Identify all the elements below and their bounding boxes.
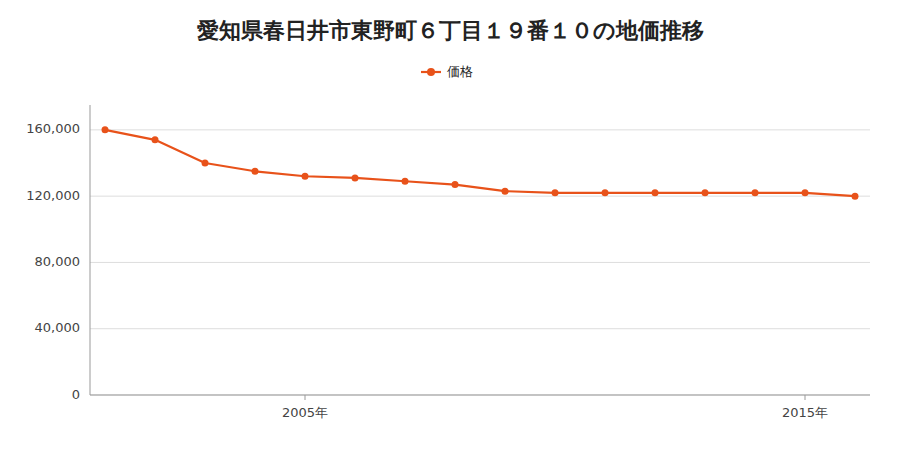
legend: 価格 — [421, 64, 473, 79]
point — [402, 178, 409, 185]
legend-marker — [427, 68, 435, 76]
y-tick-label: 40,000 — [35, 320, 81, 335]
y-tick-label: 160,000 — [26, 121, 80, 136]
point — [102, 126, 109, 133]
point — [502, 188, 509, 195]
grid-line — [90, 196, 870, 197]
grid-line — [90, 328, 870, 329]
line — [105, 130, 855, 196]
point — [752, 189, 759, 196]
x-axis-line — [90, 395, 870, 396]
x-tick-label: 2015年 — [782, 405, 828, 420]
title: 愛知県春日井市東野町６丁目１９番１０の地価推移 — [197, 18, 704, 43]
point — [602, 189, 609, 196]
x-tick — [805, 395, 806, 400]
y-axis-line — [90, 105, 91, 395]
point — [852, 193, 859, 200]
point — [202, 160, 209, 167]
grid-line — [90, 395, 870, 396]
y-tick-label: 120,000 — [26, 188, 80, 203]
point — [352, 174, 359, 181]
y-tick-label: 80,000 — [35, 254, 81, 269]
point — [652, 189, 659, 196]
chart: 愛知県春日井市東野町６丁目１９番１０の地価推移 0 40,000 80,000 120,… — [0, 0, 900, 450]
point — [552, 189, 559, 196]
point — [702, 189, 709, 196]
marks — [102, 126, 859, 199]
point — [802, 189, 809, 196]
legend-label: 価格 — [447, 64, 473, 79]
background — [0, 0, 900, 450]
point — [152, 136, 159, 143]
y-tick-label: 0 — [72, 387, 80, 402]
point — [302, 173, 309, 180]
grid-line — [90, 129, 870, 130]
grid-line — [90, 262, 870, 263]
point — [252, 168, 259, 175]
x-tick — [305, 395, 306, 400]
point — [452, 181, 459, 188]
y-axis: 0 40,000 80,000 120,000 160,000 — [26, 121, 870, 401]
x-axis: 2005年 2015年 — [282, 395, 828, 420]
x-tick-label: 2005年 — [282, 405, 328, 420]
